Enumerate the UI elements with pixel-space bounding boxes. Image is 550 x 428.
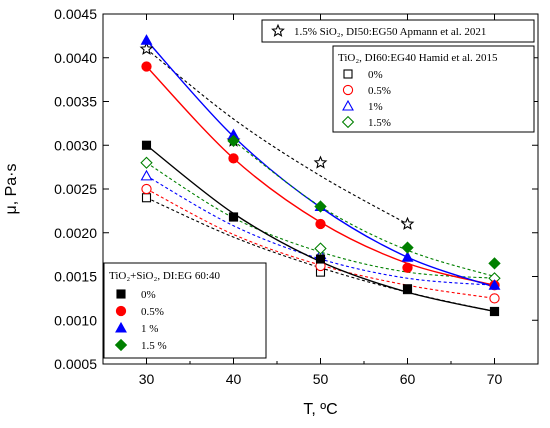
legend-hamid: TiO₂, DI60:EG40 Hamid et al. 2015 0% 0.5%…	[332, 45, 535, 133]
legend-hamid-entry: 0.5%	[368, 85, 391, 97]
y-axis-ticks: 0.0005 0.0010 0.0015 0.0020 0.0025 0.0030 0.00…	[54, 6, 538, 372]
legend-marker-square	[343, 69, 353, 79]
data-point-circle	[141, 183, 152, 195]
legend-hamid-frame	[332, 45, 535, 133]
legend-marker-circle	[342, 84, 354, 96]
fit-curve	[146, 48, 408, 225]
data-point-triangle	[488, 279, 501, 290]
fit-curve	[145, 66, 495, 286]
legend-tio2-entry: 0%	[141, 289, 156, 301]
legend-marker-square	[116, 289, 126, 299]
legend-apmann: 1.5% SiO₂, DI50:EG50 Apmann et al. 2021	[261, 19, 535, 43]
data-point-diamond	[227, 134, 240, 148]
data-point-square	[489, 306, 500, 317]
data-point-diamond	[140, 156, 153, 169]
legend-tio2-sio2-frame	[103, 262, 267, 359]
legend-tio2-entry: 1.5 %	[141, 340, 167, 352]
data-point-diamond	[314, 242, 327, 255]
y-tick-label: 0.0045	[54, 6, 97, 22]
y-axis-title: μ, Pa·s	[3, 163, 20, 214]
x-tick-label: 40	[226, 371, 242, 387]
legend-tio2-sio2: TiO₂+SiO₂, DI:EG 60:40 0% 0.5% 1 % 1.5 %	[103, 262, 267, 359]
legend-hamid-entry: 0%	[368, 69, 383, 81]
fit-curve	[233, 140, 495, 278]
x-tick-label: 30	[139, 371, 155, 387]
legend-marker-diamond	[341, 115, 355, 129]
data-point-circle	[402, 262, 413, 273]
data-point-triangle	[140, 34, 153, 45]
data-point-circle	[315, 218, 326, 230]
legend-tio2-entry: 0.5%	[141, 306, 164, 318]
y-tick-label: 0.0015	[54, 269, 97, 285]
data-point-circle	[228, 153, 239, 164]
data-point-triangle	[401, 251, 414, 262]
data-point-diamond	[488, 257, 501, 270]
legend-apmann-frame	[261, 19, 535, 43]
legend-marker-circle	[115, 305, 127, 317]
data-point-star	[400, 216, 415, 230]
legend-hamid-entry: 1%	[368, 101, 383, 113]
data-point-circle	[141, 61, 152, 72]
data-point-diamond	[314, 200, 327, 213]
data-point-square	[141, 193, 152, 203]
data-point-circle	[489, 293, 500, 304]
legend-tio2-entry: 1 %	[141, 323, 158, 335]
legend-hamid-entry: 1.5%	[368, 117, 391, 129]
legend-apmann-label: 1.5% SiO₂, DI50:EG50 Apmann et al. 2021	[294, 26, 486, 38]
legend-marker-triangle	[115, 321, 127, 333]
data-point-diamond	[401, 241, 414, 254]
data-point-star	[313, 155, 328, 169]
y-tick-label: 0.0005	[54, 356, 97, 372]
x-axis-title: T, ºC	[303, 401, 337, 418]
y-tick-label: 0.0020	[54, 225, 97, 241]
legend-hamid-title: TiO₂, DI60:EG40 Hamid et al. 2015	[338, 52, 498, 64]
legend-star-marker	[271, 23, 285, 37]
legend-marker-triangle	[342, 99, 354, 111]
x-tick-label: 60	[400, 371, 416, 387]
x-axis-ticks: 30 40 50 60 70	[102, 14, 539, 387]
legend-marker-diamond	[114, 338, 128, 352]
y-tick-label: 0.0025	[54, 181, 97, 197]
data-point-triangle	[140, 169, 153, 181]
data-point-square	[228, 212, 239, 222]
y-tick-label: 0.0030	[54, 137, 97, 153]
x-tick-label: 50	[313, 371, 329, 387]
data-point-star	[139, 41, 154, 55]
y-tick-label: 0.0040	[54, 50, 97, 66]
y-tick-label: 0.0010	[54, 312, 97, 328]
y-tick-label: 0.0035	[54, 94, 97, 110]
data-point-square	[402, 284, 413, 294]
data-markers	[139, 34, 501, 317]
x-tick-label: 70	[487, 371, 503, 387]
legend-tio2-sio2-title: TiO₂+SiO₂, DI:EG 60:40	[109, 270, 220, 282]
data-point-square	[315, 254, 326, 264]
star-icon	[271, 23, 285, 37]
fit-curve	[146, 188, 495, 299]
data-point-square	[141, 140, 152, 150]
